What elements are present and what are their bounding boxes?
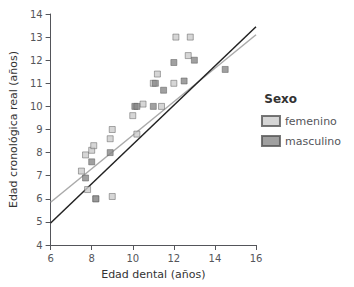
svg-text:7: 7 — [36, 170, 42, 181]
svg-text:10: 10 — [30, 101, 43, 112]
svg-text:masculino: masculino — [285, 135, 341, 148]
svg-text:13: 13 — [30, 32, 43, 43]
svg-text:14: 14 — [30, 9, 43, 20]
svg-text:Edad cronológica real (años): Edad cronológica real (años) — [7, 51, 20, 208]
svg-text:5: 5 — [36, 216, 42, 227]
svg-text:Edad dental (años): Edad dental (años) — [101, 268, 205, 281]
svg-text:6: 6 — [36, 193, 42, 204]
svg-text:Sexo: Sexo — [264, 92, 297, 106]
svg-text:10: 10 — [126, 253, 139, 264]
svg-text:12: 12 — [30, 55, 43, 66]
svg-text:12: 12 — [167, 253, 180, 264]
svg-text:16: 16 — [250, 253, 263, 264]
svg-text:11: 11 — [30, 78, 43, 89]
svg-text:6: 6 — [47, 253, 53, 264]
svg-text:9: 9 — [36, 124, 42, 135]
svg-text:8: 8 — [89, 253, 95, 264]
svg-text:8: 8 — [36, 147, 42, 158]
svg-text:4: 4 — [36, 240, 42, 251]
svg-text:femenino: femenino — [285, 115, 337, 128]
svg-text:14: 14 — [209, 253, 222, 264]
